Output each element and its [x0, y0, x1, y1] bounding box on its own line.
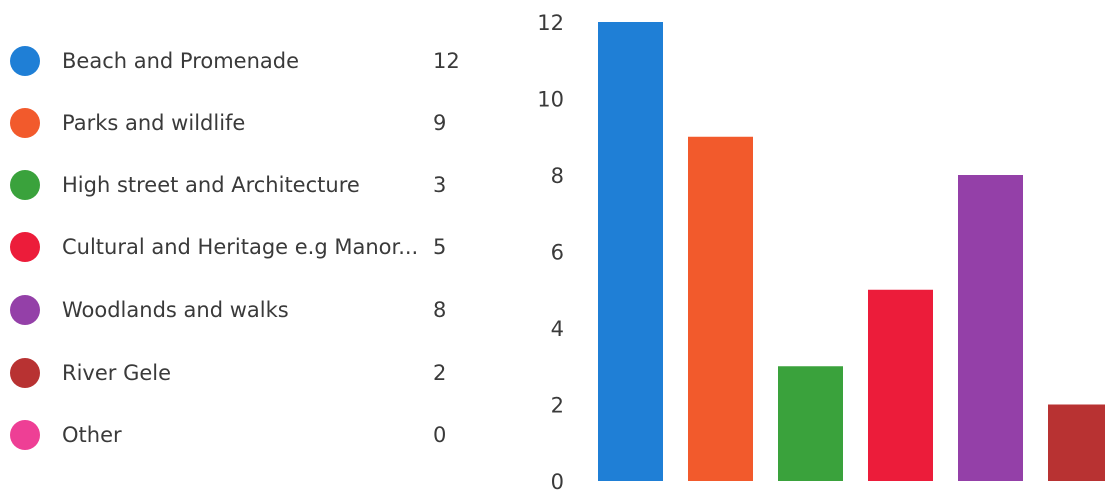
legend-color-dot [10, 232, 40, 262]
legend-label: High street and Architecture [62, 173, 360, 197]
legend-item: Beach and Promenade 12 [10, 40, 470, 80]
legend-value: 3 [433, 173, 447, 197]
bar-cultural-and-heritage-e-g-manor [868, 289, 933, 481]
y-tick-label: 10 [537, 88, 564, 112]
legend-label: Beach and Promenade [62, 49, 300, 73]
legend-value: 5 [433, 235, 447, 259]
legend-item: Other 0 [10, 414, 470, 454]
bar-woodlands-and-walks [958, 175, 1023, 481]
bar-parks-and-wildlife [688, 136, 753, 481]
legend-color-dot [10, 46, 40, 76]
legend-color-dot [10, 358, 40, 388]
bar-chart-svg: 0 2 4 6 8 10 12 [537, 11, 1105, 492]
legend-item: River Gele 2 [10, 352, 470, 392]
legend-item: Cultural and Heritage e.g Manor... 5 [10, 226, 470, 266]
legend-color-dot [10, 170, 40, 200]
legend-color-dot [10, 295, 40, 325]
y-tick-label: 4 [551, 317, 564, 341]
chart-legend: Beach and Promenade 12 Parks and wildlif… [0, 0, 480, 492]
bar-river-gele [1048, 404, 1105, 481]
legend-color-dot [10, 420, 40, 450]
y-tick-label: 8 [551, 164, 564, 188]
legend-item: Woodlands and walks 8 [10, 289, 470, 329]
y-tick-label: 2 [551, 394, 564, 418]
y-tick-label: 12 [537, 11, 564, 35]
legend-label: River Gele [62, 361, 172, 385]
bar-beach-and-promenade [598, 22, 663, 481]
legend-item: Parks and wildlife 9 [10, 102, 470, 142]
legend-item: High street and Architecture 3 [10, 164, 470, 204]
legend-value: 8 [433, 298, 447, 322]
legend-value: 12 [433, 49, 460, 73]
legend-label: Other [62, 423, 122, 447]
legend-label: Cultural and Heritage e.g Manor... [62, 235, 419, 259]
legend-value: 9 [433, 111, 447, 135]
bar-chart: 0 2 4 6 8 10 12 [520, 0, 1105, 492]
legend-value: 2 [433, 361, 447, 385]
bar-high-street-and-architecture [778, 366, 843, 481]
legend-color-dot [10, 108, 40, 138]
legend-label: Parks and wildlife [62, 111, 246, 135]
legend-value: 0 [433, 423, 447, 447]
legend-label: Woodlands and walks [62, 298, 289, 322]
y-tick-label: 6 [551, 241, 564, 265]
y-tick-label: 0 [551, 470, 564, 492]
